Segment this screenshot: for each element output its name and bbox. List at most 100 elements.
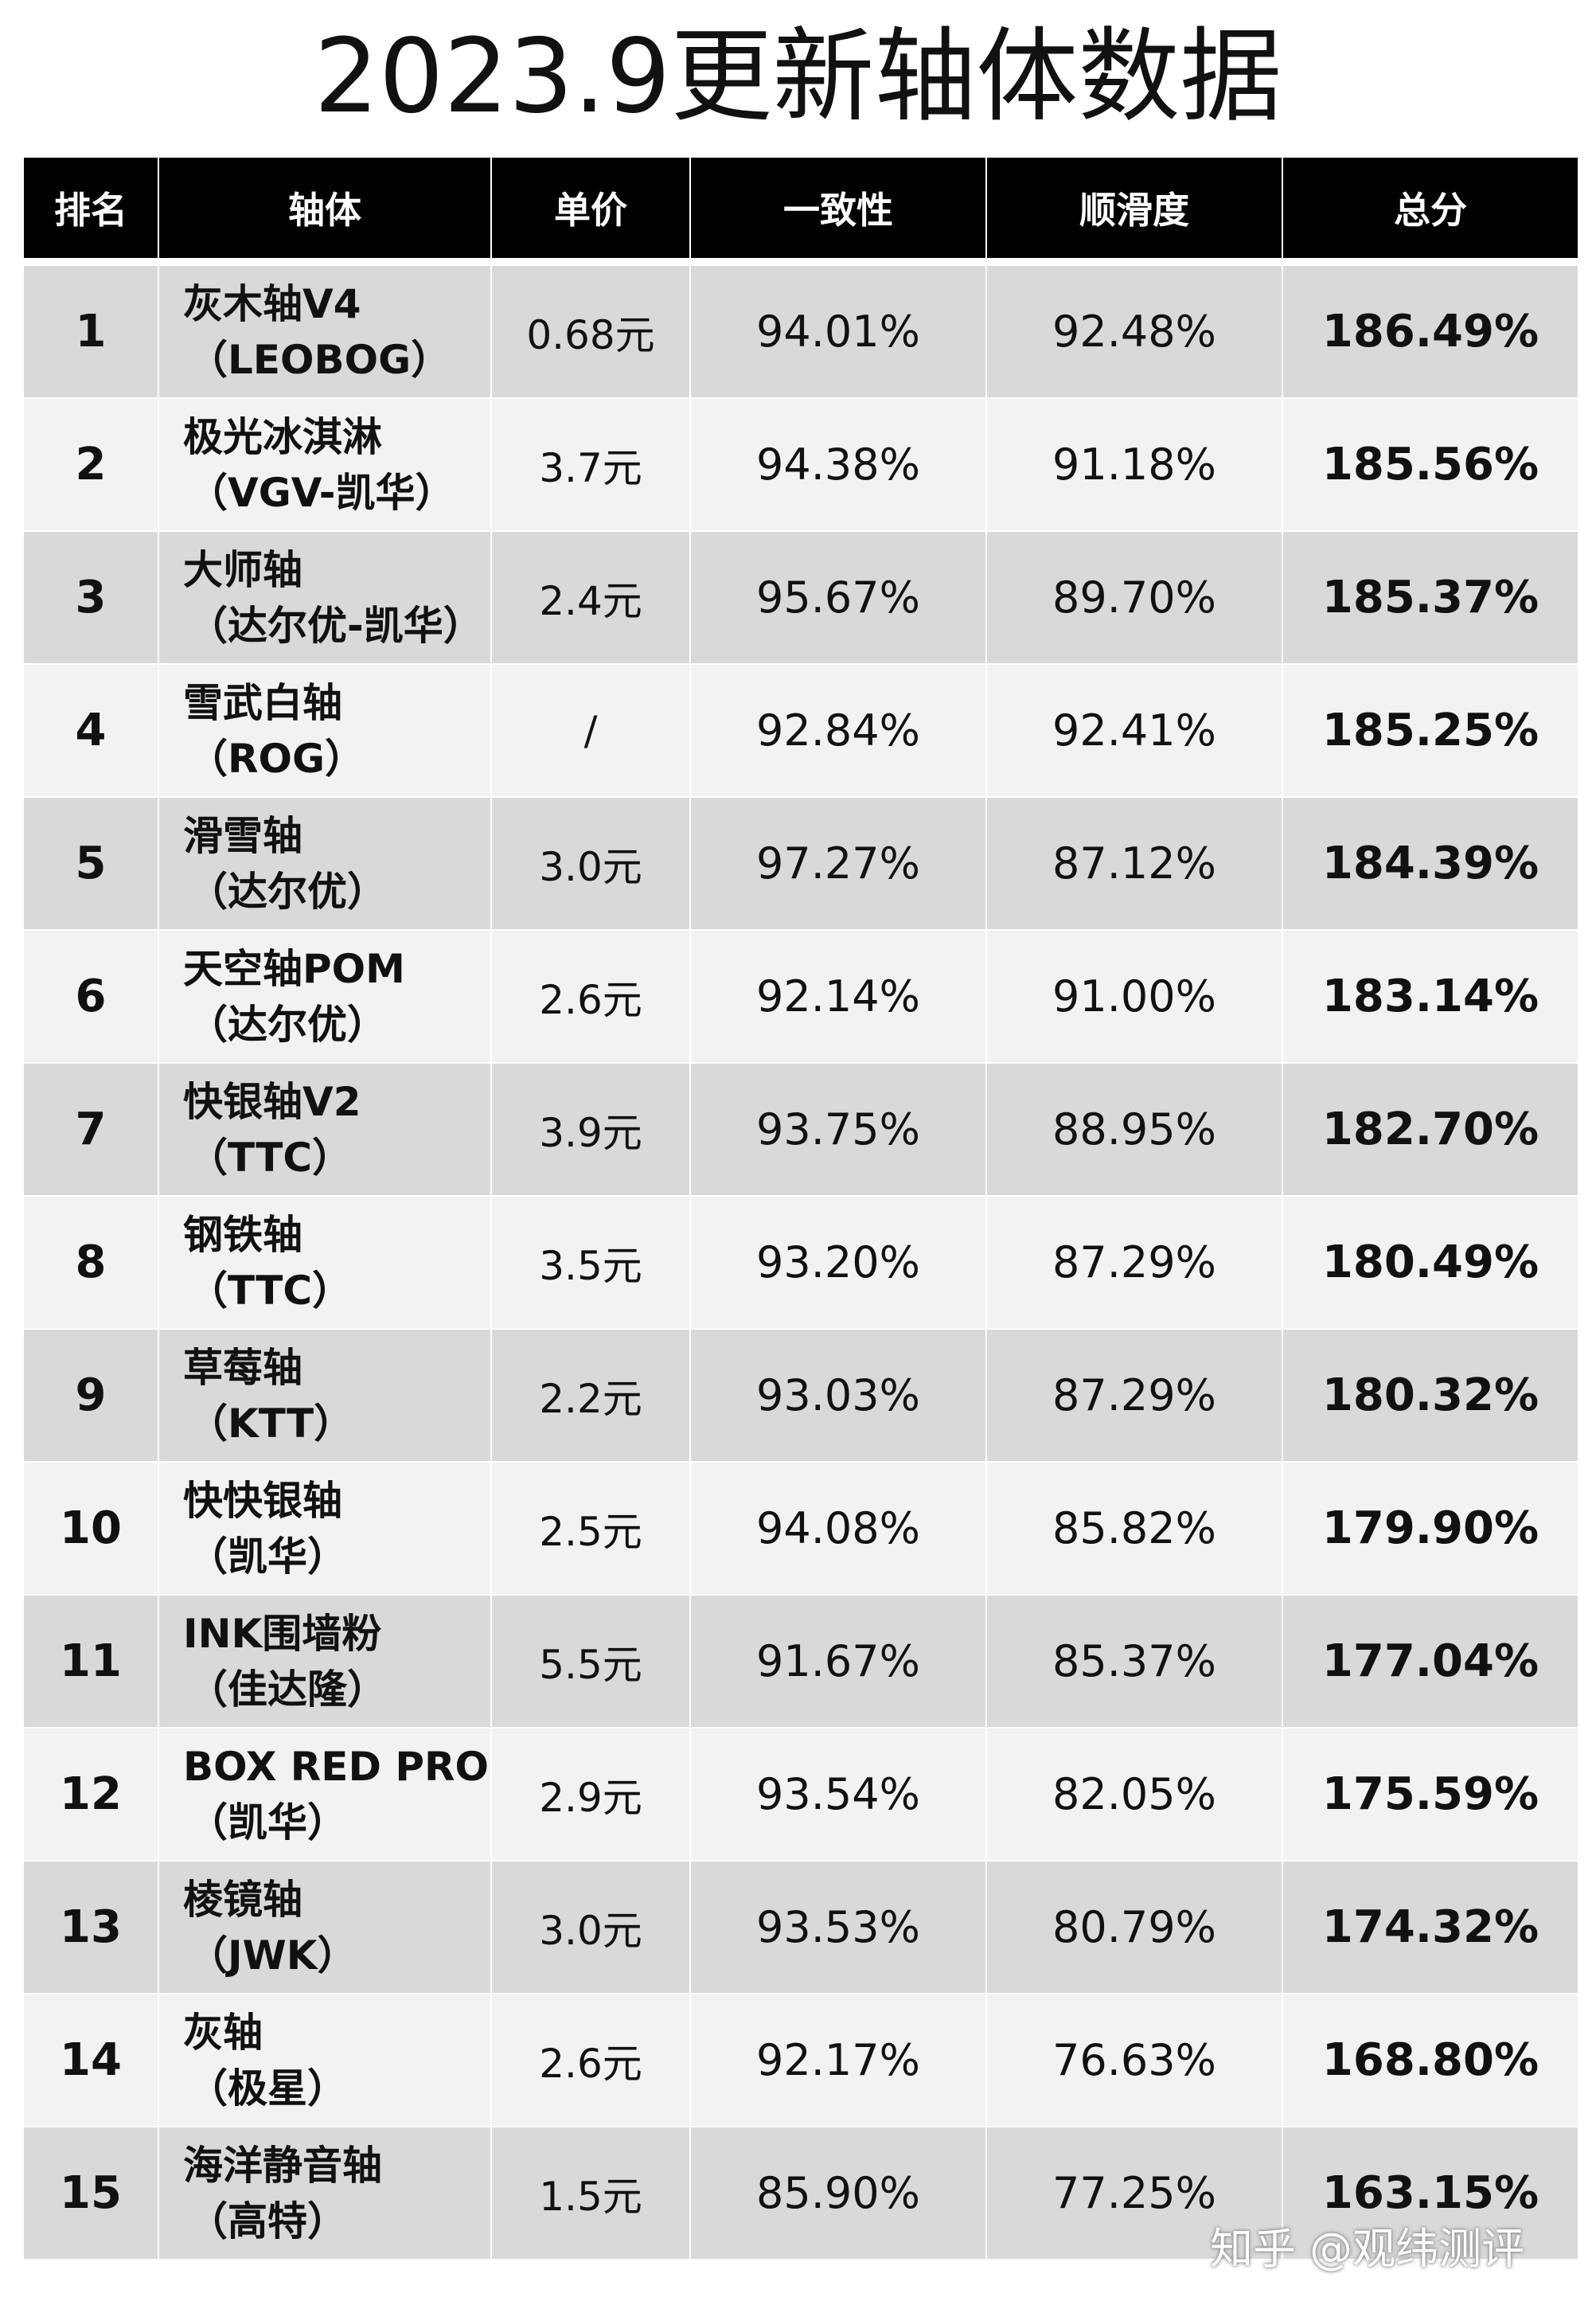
price-cell: 3.0元 <box>490 1860 691 1994</box>
switch-cell: 天空轴POM （达尔优） <box>158 929 492 1064</box>
watermark: 知乎 @观纬测评 <box>1210 2224 1525 2274</box>
rank-cell: 2 <box>22 397 159 532</box>
table-row: 3 大师轴 （达尔优-凯华） 2.4元 95.67% 89.70% 185.37% <box>22 530 1579 665</box>
table-row: 9 草莓轴 （KTT） 2.2元 93.03% 87.29% 180.32% <box>22 1328 1579 1463</box>
switch-cell: 雪武白轴 （ROG） <box>158 663 492 798</box>
price-cell: 2.6元 <box>490 929 691 1064</box>
header-smoothness: 顺滑度 <box>985 156 1283 260</box>
price-cell: 3.0元 <box>490 796 691 931</box>
page-title: 2023.9更新轴体数据 <box>314 18 1282 136</box>
consistency-cell: 94.01% <box>689 264 987 399</box>
table-row: 15 海洋静音轴 （高特） 1.5元 85.90% 77.25% 163.15% <box>22 2126 1579 2260</box>
switch-name: 雪武白轴 <box>183 679 342 726</box>
switch-brand: （TTC） <box>188 1134 353 1181</box>
consistency-cell: 93.20% <box>689 1195 987 1330</box>
rank-cell: 3 <box>22 530 159 665</box>
smoothness-cell: 87.12% <box>985 796 1283 931</box>
smoothness-cell: 91.18% <box>985 397 1283 532</box>
total-cell: 184.39% <box>1282 796 1579 931</box>
table-row: 7 快银轴V2 （TTC） 3.9元 93.75% 88.95% 182.70% <box>22 1062 1579 1197</box>
switch-name: 钢铁轴 <box>183 1211 302 1258</box>
switch-name: 天空轴POM <box>183 945 405 992</box>
consistency-cell: 92.14% <box>689 929 987 1064</box>
rank-cell: 6 <box>22 929 159 1064</box>
smoothness-cell: 88.95% <box>985 1062 1283 1197</box>
table-row: 6 天空轴POM （达尔优） 2.6元 92.14% 91.00% 183.14% <box>22 929 1579 1064</box>
price-cell: 0.68元 <box>490 264 691 399</box>
total-cell: 185.37% <box>1282 530 1579 665</box>
switch-brand: （达尔优） <box>188 1001 387 1048</box>
switch-name: 滑雪轴 <box>183 812 302 859</box>
table-row: 11 INK围墙粉 （佳达隆） 5.5元 91.67% 85.37% 177.04% <box>22 1594 1579 1729</box>
consistency-cell: 95.67% <box>689 530 987 665</box>
switch-cell: INK围墙粉 （佳达隆） <box>158 1594 492 1729</box>
ranking-table: 排名 轴体 单价 一致性 顺滑度 总分 1 灰木轴V4 （LEOBOG） 0.68元 9… <box>22 156 1579 2260</box>
rank-cell: 7 <box>22 1062 159 1197</box>
consistency-cell: 93.53% <box>689 1860 987 1994</box>
consistency-cell: 93.54% <box>689 1727 987 1862</box>
total-cell: 177.04% <box>1282 1594 1579 1729</box>
switch-brand: （JWK） <box>188 1932 357 1979</box>
table-row: 13 棱镜轴 （JWK） 3.0元 93.53% 80.79% 174.32% <box>22 1860 1579 1994</box>
rank-cell: 13 <box>22 1860 159 1994</box>
price-cell: 5.5元 <box>490 1594 691 1729</box>
consistency-cell: 85.90% <box>689 2126 987 2260</box>
total-cell: 180.49% <box>1282 1195 1579 1330</box>
table-row: 12 BOX RED PRO （凯华） 2.9元 93.54% 82.05% 175.59% <box>22 1727 1579 1862</box>
switch-name: 棱镜轴 <box>183 1876 302 1923</box>
switch-cell: 快快银轴 （凯华） <box>158 1461 492 1596</box>
switch-cell: 海洋静音轴 （高特） <box>158 2126 492 2260</box>
rank-cell: 14 <box>22 1993 159 2127</box>
consistency-cell: 93.75% <box>689 1062 987 1197</box>
total-cell: 185.56% <box>1282 397 1579 532</box>
smoothness-cell: 85.37% <box>985 1594 1283 1729</box>
table-row: 5 滑雪轴 （达尔优） 3.0元 97.27% 87.12% 184.39% <box>22 796 1579 931</box>
switch-name: BOX RED PRO <box>183 1743 490 1790</box>
smoothness-cell: 87.29% <box>985 1328 1283 1463</box>
total-cell: 183.14% <box>1282 929 1579 1064</box>
table-row: 14 灰轴 （极星） 2.6元 92.17% 76.63% 168.80% <box>22 1993 1579 2127</box>
price-cell: 2.5元 <box>490 1461 691 1596</box>
header-consistency: 一致性 <box>689 156 987 260</box>
total-cell: 174.32% <box>1282 1860 1579 1994</box>
smoothness-cell: 92.48% <box>985 264 1283 399</box>
total-cell: 182.70% <box>1282 1062 1579 1197</box>
consistency-cell: 92.17% <box>689 1993 987 2127</box>
total-cell: 168.80% <box>1282 1993 1579 2127</box>
switch-name: 大师轴 <box>183 546 302 593</box>
switch-brand: （达尔优-凯华） <box>188 602 483 649</box>
switch-name: 草莓轴 <box>183 1344 302 1391</box>
rank-cell: 5 <box>22 796 159 931</box>
header-total: 总分 <box>1282 156 1579 260</box>
rank-cell: 9 <box>22 1328 159 1463</box>
switch-brand: （高特） <box>188 2198 347 2244</box>
total-cell: 163.15% <box>1282 2126 1579 2260</box>
switch-cell: 极光冰淇淋 （VGV-凯华） <box>158 397 492 532</box>
switch-brand: （凯华） <box>188 1533 347 1580</box>
total-cell: 185.25% <box>1282 663 1579 798</box>
price-cell: 3.9元 <box>490 1062 691 1197</box>
switch-name: 灰轴 <box>183 2009 263 2056</box>
total-cell: 175.59% <box>1282 1727 1579 1862</box>
consistency-cell: 97.27% <box>689 796 987 931</box>
switch-brand: （ROG） <box>188 735 365 782</box>
header-row: 排名 轴体 单价 一致性 顺滑度 总分 <box>22 156 1579 260</box>
header-price: 单价 <box>490 156 691 260</box>
rank-cell: 12 <box>22 1727 159 1862</box>
consistency-cell: 91.67% <box>689 1594 987 1729</box>
consistency-cell: 94.08% <box>689 1461 987 1596</box>
switch-name: 灰木轴V4 <box>183 280 361 327</box>
smoothness-cell: 85.82% <box>985 1461 1283 1596</box>
smoothness-cell: 89.70% <box>985 530 1283 665</box>
switch-brand: （达尔优） <box>188 868 387 915</box>
smoothness-cell: 80.79% <box>985 1860 1283 1994</box>
switch-name: 快快银轴 <box>183 1477 342 1524</box>
smoothness-cell: 77.25% <box>985 2126 1283 2260</box>
switch-cell: BOX RED PRO （凯华） <box>158 1727 492 1862</box>
rank-cell: 10 <box>22 1461 159 1596</box>
switch-brand: （凯华） <box>188 1799 347 1846</box>
total-cell: 186.49% <box>1282 264 1579 399</box>
switch-cell: 棱镜轴 （JWK） <box>158 1860 492 1994</box>
switch-brand: （极星） <box>188 2065 347 2112</box>
rank-cell: 8 <box>22 1195 159 1330</box>
